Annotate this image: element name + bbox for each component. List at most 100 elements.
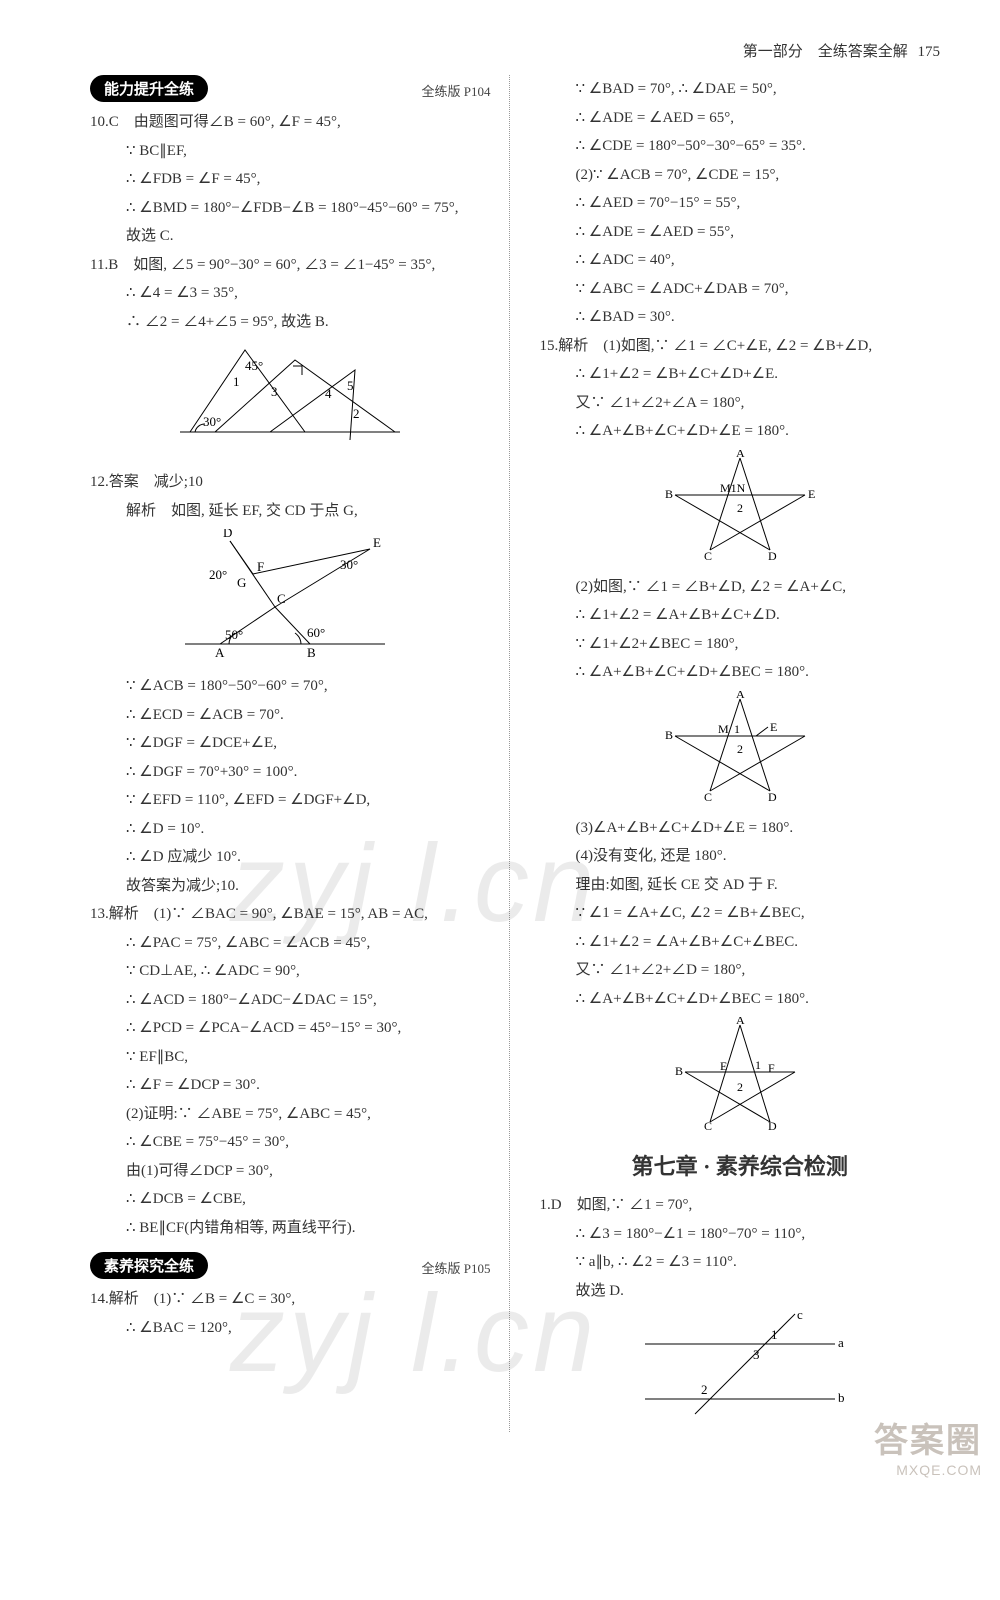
svg-text:E: E [720,1059,727,1073]
q14-l1: 14.解析 (1)∵ ∠B = ∠C = 30°, [90,1285,491,1314]
header-part: 第一部分 全练答案全解 [743,44,908,60]
svg-text:G: G [237,575,246,590]
s7-q1-l2: ∴ ∠3 = 180°−∠1 = 180°−70° = 110°, [540,1220,941,1249]
q11-l3: ∴ ∠2 = ∠4+∠5 = 95°, 故选 B. [90,308,491,337]
q12-l7: ∵ ∠EFD = 110°, ∠EFD = ∠DGF+∠D, [90,786,491,815]
svg-text:A: A [736,1017,745,1027]
q12-l6: ∴ ∠DGF = 70°+30° = 100°. [90,758,491,787]
q13-l9: ∴ ∠CBE = 75°−45° = 30°, [90,1128,491,1157]
s7-q1-l4: 故选 D. [540,1277,941,1306]
q14c-l2: ∴ ∠ADE = ∠AED = 65°, [540,104,941,133]
q15-l4: ∴ ∠A+∠B+∠C+∠D+∠E = 180°. [540,417,941,446]
svg-text:E: E [808,487,815,501]
q15-l2: ∴ ∠1+∠2 = ∠B+∠C+∠D+∠E. [540,360,941,389]
svg-text:E: E [373,535,381,550]
s7-q1-l1: 1.D 如图,∵ ∠1 = 70°, [540,1191,941,1220]
q13-l11: ∴ ∠DCB = ∠CBE, [90,1185,491,1214]
svg-text:A: A [215,645,225,659]
q11-l1: 11.B 如图, ∠5 = 90°−30° = 60°, ∠3 = ∠1−45°… [90,251,491,280]
q14c-l1: ∵ ∠BAD = 70°, ∴ ∠DAE = 50°, [540,75,941,104]
svg-text:F: F [768,1061,775,1075]
svg-text:M: M [718,722,729,736]
q15-l15: ∴ ∠A+∠B+∠C+∠D+∠BEC = 180°. [540,985,941,1014]
q12-l4: ∴ ∠ECD = ∠ACB = 70°. [90,701,491,730]
q14c-l9: ∴ ∠BAD = 30°. [540,303,941,332]
svg-text:2: 2 [737,1080,743,1094]
svg-text:A: A [736,691,745,701]
fig-star-2: A B E C D M 1 2 [540,691,941,806]
svg-text:20°: 20° [209,567,227,582]
svg-text:30°: 30° [340,557,358,572]
svg-text:2: 2 [737,501,743,515]
svg-text:1: 1 [734,722,740,736]
svg-text:4: 4 [325,386,332,401]
svg-text:50°: 50° [225,627,243,642]
q13-l6: ∵ EF∥BC, [90,1043,491,1072]
corner-logo-line2: MXQE.COM [874,1462,982,1478]
pill-ability-ref: 全练版 P104 [422,81,491,100]
svg-text:2: 2 [353,406,360,421]
q13-l4: ∴ ∠ACD = 180°−∠ADC−∠DAC = 15°, [90,986,491,1015]
q14c-l4: (2)∵ ∠ACB = 70°, ∠CDE = 15°, [540,161,941,190]
svg-text:D: D [768,1119,777,1132]
fig-star-3: A B E 1 F C D 2 [540,1017,941,1137]
svg-text:E: E [770,720,777,734]
right-column: ∵ ∠BAD = 70°, ∴ ∠DAE = 50°, ∴ ∠ADE = ∠AE… [534,75,941,1432]
svg-text:D: D [768,549,777,560]
pill-suyao-ref: 全练版 P105 [422,1258,491,1277]
svg-text:1: 1 [233,374,240,389]
svg-text:C: C [277,591,286,606]
q13-l10: 由(1)可得∠DCP = 30°, [90,1157,491,1186]
svg-text:60°: 60° [307,625,325,640]
svg-text:B: B [665,487,673,501]
q14c-l8: ∵ ∠ABC = ∠ADC+∠DAB = 70°, [540,275,941,304]
svg-text:45°: 45° [245,358,263,373]
svg-text:5: 5 [347,378,354,393]
q15-l3: 又∵ ∠1+∠2+∠A = 180°, [540,389,941,418]
fig-q11: 30° 45° 1 3 4 5 2 [90,340,491,460]
fig-q12: D E F G 20° 30° 50° 60° A B C [90,529,491,664]
corner-logo-line1: 答案圈 [874,1413,982,1462]
svg-text:C: C [704,790,712,801]
q15-l10: (4)没有变化, 还是 180°. [540,842,941,871]
q14c-l6: ∴ ∠ADE = ∠AED = 55°, [540,218,941,247]
q14c-l7: ∴ ∠ADC = 40°, [540,246,941,275]
svg-text:A: A [736,450,745,460]
header-page-no: 175 [918,44,941,60]
q15-l7: ∵ ∠1+∠2+∠BEC = 180°, [540,630,941,659]
q10-l1: 10.C 由题图可得∠B = 60°, ∠F = 45°, [90,108,491,137]
q13-l7: ∴ ∠F = ∠DCP = 30°. [90,1071,491,1100]
svg-text:C: C [704,549,712,560]
svg-text:B: B [675,1064,683,1078]
q12-l10: 故答案为减少;10. [90,872,491,901]
q15-l11: 理由:如图, 延长 CE 交 AD 于 F. [540,871,941,900]
svg-text:F: F [257,559,264,574]
pill-suyao-label: 素养探究全练 [90,1252,208,1279]
q12-l8: ∴ ∠D = 10°. [90,815,491,844]
q12-l1: 12.答案 减少;10 [90,468,491,497]
q12-l9: ∴ ∠D 应减少 10°. [90,843,491,872]
svg-text:30°: 30° [203,414,221,429]
q14-l2: ∴ ∠BAC = 120°, [90,1314,491,1343]
left-column: 能力提升全练 全练版 P104 10.C 由题图可得∠B = 60°, ∠F =… [90,75,510,1432]
q12-l5: ∵ ∠DGF = ∠DCE+∠E, [90,729,491,758]
q10-l5: 故选 C. [90,222,491,251]
q13-l3: ∵ CD⊥AE, ∴ ∠ADC = 90°, [90,957,491,986]
q13-l8: (2)证明:∵ ∠ABE = 75°, ∠ABC = 45°, [90,1100,491,1129]
q13-l5: ∴ ∠PCD = ∠PCA−∠ACD = 45°−15° = 30°, [90,1014,491,1043]
q14c-l3: ∴ ∠CDE = 180°−50°−30°−65° = 35°. [540,132,941,161]
s7-q1-l3: ∵ a∥b, ∴ ∠2 = ∠3 = 110°. [540,1248,941,1277]
q15-l5: (2)如图,∵ ∠1 = ∠B+∠D, ∠2 = ∠A+∠C, [540,573,941,602]
page-header: 第一部分 全练答案全解 175 [90,40,940,61]
q13-l1: 13.解析 (1)∵ ∠BAC = 90°, ∠BAE = 15°, AB = … [90,900,491,929]
pill-ability: 能力提升全练 全练版 P104 [90,75,491,108]
svg-text:3: 3 [271,384,278,399]
q10-l2: ∵ BC∥EF, [90,137,491,166]
q15-l9: (3)∠A+∠B+∠C+∠D+∠E = 180°. [540,814,941,843]
svg-text:1: 1 [771,1327,778,1342]
corner-logo: 答案圈 MXQE.COM [874,1413,982,1478]
svg-text:D: D [223,529,232,540]
q11-l2: ∴ ∠4 = ∠3 = 35°, [90,279,491,308]
q13-l12: ∴ BE∥CF(内错角相等, 两直线平行). [90,1214,491,1243]
svg-text:a: a [838,1335,844,1350]
